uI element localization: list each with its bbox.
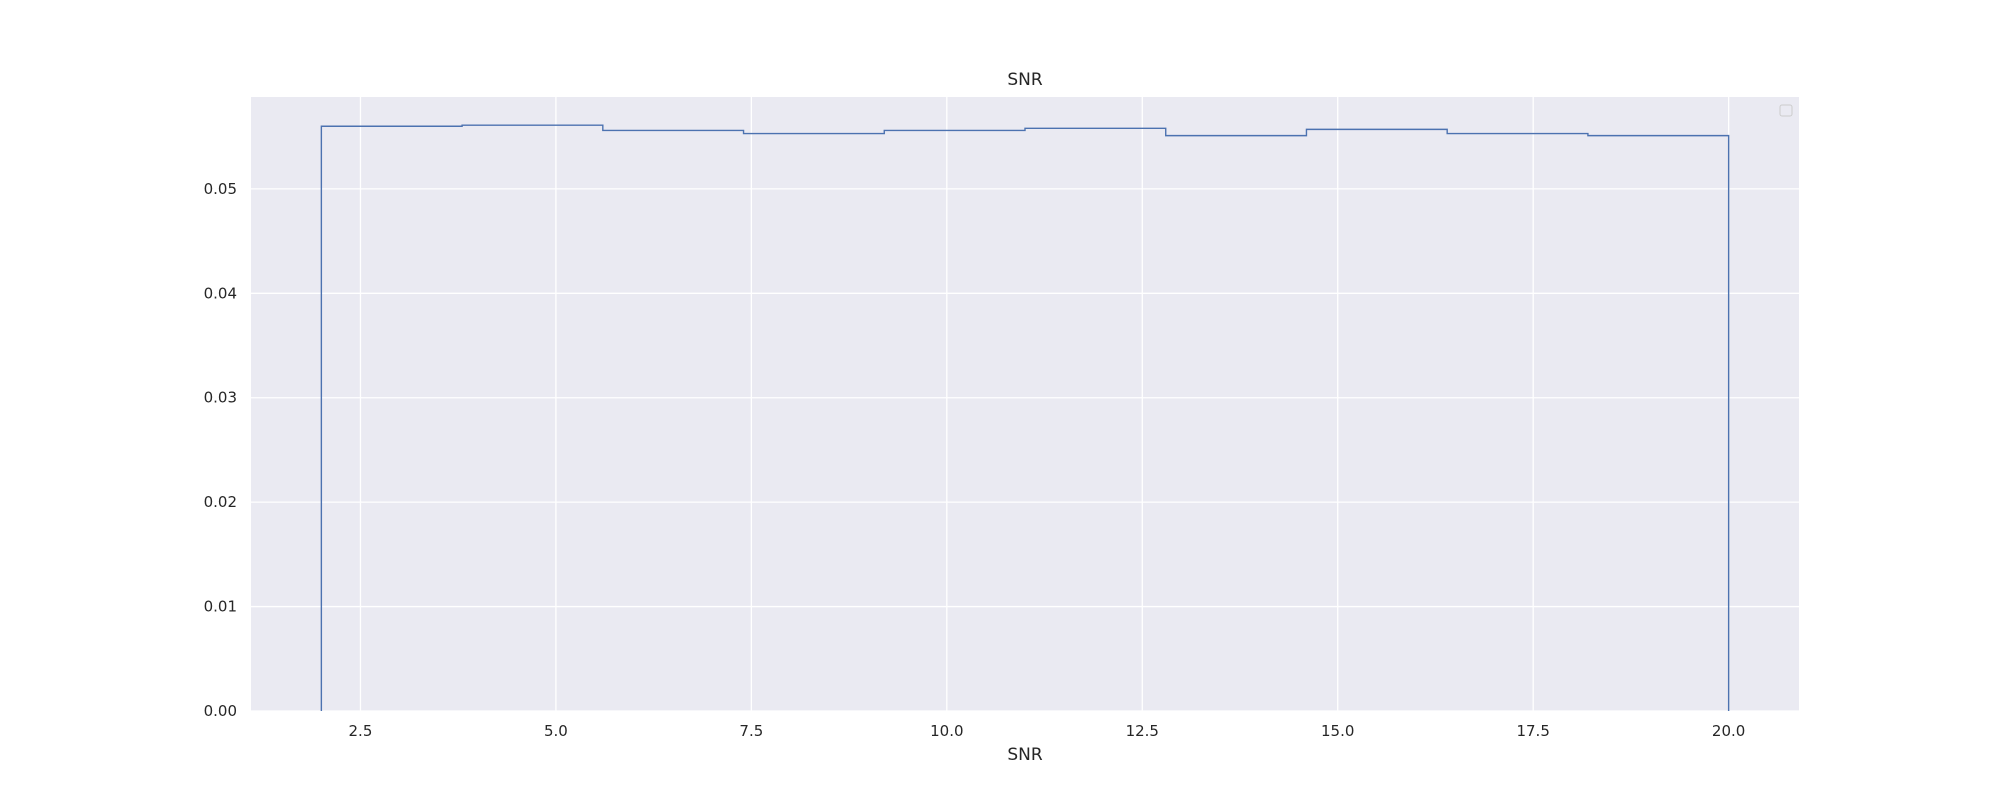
x-tick-label-4: 12.5	[1126, 722, 1159, 740]
x-tick-label-1: 5.0	[544, 722, 568, 740]
x-axis-ticks: 2.5 5.0 7.5 10.0 12.5 15.0 17.5 20.0	[349, 722, 1746, 740]
x-tick-label-7: 20.0	[1712, 722, 1745, 740]
y-tick-label-4: 0.04	[204, 284, 237, 302]
x-tick-label-5: 15.0	[1321, 722, 1354, 740]
legend-box	[1779, 104, 1793, 117]
chart-title: SNR	[1007, 70, 1043, 90]
x-tick-label-2: 7.5	[739, 722, 763, 740]
y-tick-label-5: 0.05	[204, 180, 237, 198]
x-axis-label: SNR	[1007, 745, 1043, 765]
histogram-series	[320, 124, 1730, 711]
y-tick-label-2: 0.02	[204, 493, 237, 511]
plot-area	[251, 97, 1799, 711]
x-tick-label-3: 10.0	[930, 722, 963, 740]
y-tick-label-1: 0.01	[204, 598, 237, 616]
y-tick-label-3: 0.03	[204, 389, 237, 407]
y-axis-ticks: 0.00 0.01 0.02 0.03 0.04 0.05	[204, 180, 237, 720]
x-tick-label-6: 17.5	[1516, 722, 1549, 740]
histogram-step-line	[320, 124, 1730, 711]
x-tick-label-0: 2.5	[349, 722, 373, 740]
y-tick-label-0: 0.00	[204, 702, 237, 720]
